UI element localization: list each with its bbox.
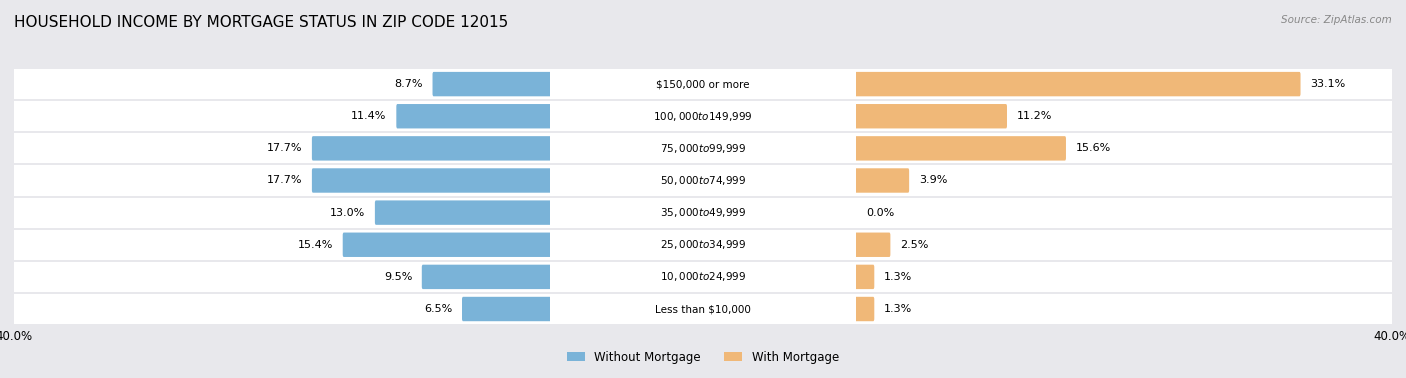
Text: 17.7%: 17.7% [267, 175, 302, 186]
FancyBboxPatch shape [856, 294, 1392, 324]
Text: 0.0%: 0.0% [866, 208, 894, 218]
FancyBboxPatch shape [14, 294, 550, 324]
Text: 15.6%: 15.6% [1076, 143, 1111, 153]
FancyBboxPatch shape [550, 101, 856, 131]
Text: 15.4%: 15.4% [298, 240, 333, 250]
FancyBboxPatch shape [856, 230, 1392, 260]
FancyBboxPatch shape [343, 232, 551, 257]
FancyBboxPatch shape [14, 101, 550, 131]
FancyBboxPatch shape [463, 297, 551, 321]
Text: 11.2%: 11.2% [1017, 111, 1052, 121]
Text: HOUSEHOLD INCOME BY MORTGAGE STATUS IN ZIP CODE 12015: HOUSEHOLD INCOME BY MORTGAGE STATUS IN Z… [14, 15, 509, 30]
Text: 6.5%: 6.5% [425, 304, 453, 314]
Text: $50,000 to $74,999: $50,000 to $74,999 [659, 174, 747, 187]
FancyBboxPatch shape [856, 133, 1392, 163]
Text: 33.1%: 33.1% [1310, 79, 1346, 89]
FancyBboxPatch shape [396, 104, 551, 129]
Text: 3.9%: 3.9% [918, 175, 948, 186]
FancyBboxPatch shape [856, 101, 1392, 131]
FancyBboxPatch shape [550, 262, 856, 292]
Text: 1.3%: 1.3% [884, 272, 912, 282]
FancyBboxPatch shape [856, 69, 1392, 99]
Text: 11.4%: 11.4% [352, 111, 387, 121]
FancyBboxPatch shape [550, 198, 856, 228]
FancyBboxPatch shape [855, 297, 875, 321]
FancyBboxPatch shape [14, 198, 550, 228]
Text: Source: ZipAtlas.com: Source: ZipAtlas.com [1281, 15, 1392, 25]
Text: 8.7%: 8.7% [394, 79, 423, 89]
FancyBboxPatch shape [433, 72, 551, 96]
FancyBboxPatch shape [855, 72, 1301, 96]
FancyBboxPatch shape [312, 136, 551, 161]
Text: $25,000 to $34,999: $25,000 to $34,999 [659, 238, 747, 251]
FancyBboxPatch shape [312, 168, 551, 193]
Text: $35,000 to $49,999: $35,000 to $49,999 [659, 206, 747, 219]
FancyBboxPatch shape [14, 69, 550, 99]
FancyBboxPatch shape [14, 262, 550, 292]
Text: 1.3%: 1.3% [884, 304, 912, 314]
FancyBboxPatch shape [855, 168, 910, 193]
FancyBboxPatch shape [855, 104, 1007, 129]
FancyBboxPatch shape [550, 294, 856, 324]
FancyBboxPatch shape [856, 262, 1392, 292]
FancyBboxPatch shape [855, 265, 875, 289]
Text: $150,000 or more: $150,000 or more [657, 79, 749, 89]
Text: 9.5%: 9.5% [384, 272, 412, 282]
FancyBboxPatch shape [14, 166, 550, 195]
FancyBboxPatch shape [422, 265, 551, 289]
FancyBboxPatch shape [375, 200, 551, 225]
FancyBboxPatch shape [14, 230, 550, 260]
FancyBboxPatch shape [550, 69, 856, 99]
Text: Less than $10,000: Less than $10,000 [655, 304, 751, 314]
Text: 13.0%: 13.0% [330, 208, 366, 218]
FancyBboxPatch shape [550, 230, 856, 260]
FancyBboxPatch shape [856, 166, 1392, 195]
FancyBboxPatch shape [855, 136, 1066, 161]
FancyBboxPatch shape [856, 198, 1392, 228]
Text: $75,000 to $99,999: $75,000 to $99,999 [659, 142, 747, 155]
FancyBboxPatch shape [550, 166, 856, 195]
Legend: Without Mortgage, With Mortgage: Without Mortgage, With Mortgage [562, 346, 844, 368]
FancyBboxPatch shape [14, 133, 550, 163]
Text: $100,000 to $149,999: $100,000 to $149,999 [654, 110, 752, 123]
Text: 17.7%: 17.7% [267, 143, 302, 153]
FancyBboxPatch shape [855, 232, 890, 257]
Text: $10,000 to $24,999: $10,000 to $24,999 [659, 270, 747, 284]
Text: 2.5%: 2.5% [900, 240, 928, 250]
FancyBboxPatch shape [550, 133, 856, 163]
